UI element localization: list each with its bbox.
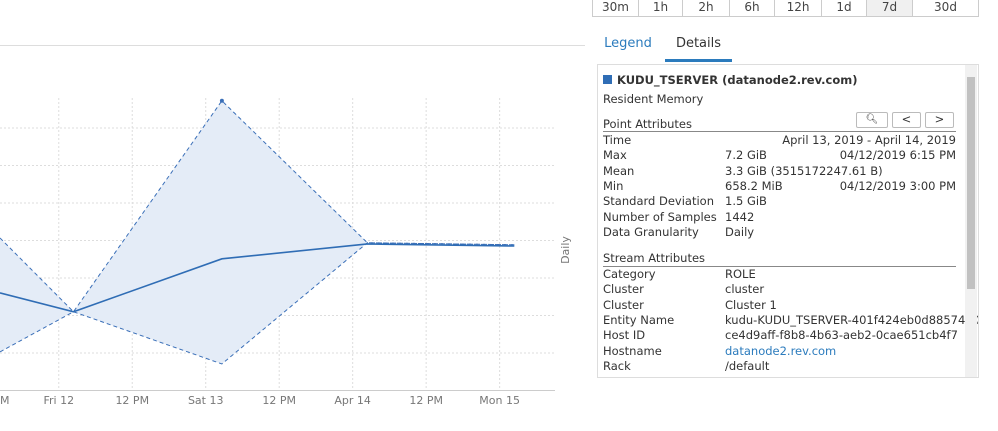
attribute-row: Cluster Cluster 1 [603, 298, 956, 313]
range-button[interactable]: 7d [866, 0, 913, 17]
range-button[interactable]: 30m [592, 0, 639, 17]
x-tick-label: Apr 14 [334, 394, 371, 407]
range-button[interactable]: 1h [638, 0, 683, 17]
y-axis-label: Daily [559, 236, 572, 264]
x-tick-label: M [0, 394, 10, 407]
section-title: Stream Attributes [603, 251, 706, 265]
attribute-row: Min 658.2 MiB 04/12/2019 3:00 PM [603, 179, 956, 194]
attr-label: Number of Samples [603, 209, 717, 224]
attr-value: /default [725, 358, 770, 373]
attribute-row: Standard Deviation 1.5 GiB [603, 194, 956, 209]
attr-value: 658.2 MiB [725, 178, 783, 193]
x-tick-label: Sat 13 [188, 394, 224, 407]
attr-label: Host ID [603, 328, 646, 343]
scrollbar-thumb[interactable] [967, 77, 975, 289]
details-panel: KUDU_TSERVER (datanode2.rev.com) Residen… [597, 64, 979, 378]
attr-label: Cluster [603, 282, 644, 297]
attr-label: Category [603, 267, 656, 281]
metric-name: Resident Memory [603, 92, 704, 106]
attr-value: kudu-KUDU_TSERVER-401f424eb0d8857460... [725, 312, 979, 327]
x-tick-label: 12 PM [262, 394, 296, 407]
attr-time: 04/12/2019 3:00 PM [839, 178, 956, 193]
divider [603, 131, 956, 132]
attribute-row: Cluster cluster [603, 282, 956, 297]
attr-time: April 13, 2019 - April 14, 2019 [782, 133, 956, 147]
attr-value: Daily [725, 224, 755, 239]
range-button[interactable]: 12h [774, 0, 822, 17]
attr-value: cluster [725, 282, 765, 297]
next-button[interactable]: > [925, 112, 954, 128]
attribute-row: Category ROLE [603, 267, 956, 282]
tab[interactable]: Legend [604, 36, 652, 51]
attribute-row: Data Granularity Daily [603, 225, 956, 240]
attr-time: 04/12/2019 6:15 PM [839, 148, 956, 163]
section-title: Point Attributes [603, 117, 692, 131]
attr-label: Rack [603, 358, 631, 373]
nav-buttons: 🔍︎ < > [856, 112, 954, 128]
attr-label: Mean [603, 163, 635, 178]
series-swatch [603, 75, 612, 84]
series-name: KUDU_TSERVER (datanode2.rev.com) [617, 73, 858, 87]
tab[interactable]: Details [665, 34, 732, 62]
attribute-row: Mean 3.3 GiB (3515172247.61 B) [603, 164, 956, 179]
attr-label: Standard Deviation [603, 194, 714, 209]
attr-label: Cluster [603, 297, 644, 312]
range-button[interactable]: 6h [729, 0, 775, 17]
attr-value: Cluster 1 [725, 297, 777, 312]
x-tick-label: 12 PM [115, 394, 149, 407]
x-tick-label: Mon 15 [479, 394, 520, 407]
attr-label: Time [603, 133, 632, 147]
attribute-row: Time April 13, 2019 - April 14, 2019 [603, 133, 956, 148]
tabs: Legend Details [593, 34, 978, 64]
series-title: KUDU_TSERVER (datanode2.rev.com) [603, 73, 857, 87]
zoom-button[interactable]: 🔍︎ [856, 112, 888, 128]
attr-value: 7.2 GiB [725, 148, 767, 163]
attribute-row: Max 7.2 GiB 04/12/2019 6:15 PM [603, 148, 956, 163]
prev-button[interactable]: < [892, 112, 921, 128]
attr-value: ROLE [725, 267, 756, 281]
attribute-row: Entity Name kudu-KUDU_TSERVER-401f424eb0d… [603, 312, 978, 328]
attr-value: datanode2.rev.com [725, 343, 837, 358]
attr-label: Entity Name [603, 312, 675, 327]
range-line [0, 242, 515, 365]
chart: Daily M Fri 12 12 PM Sat 13 12 PM Apr 14 12 PM… [0, 45, 585, 407]
attr-label: Max [603, 148, 627, 163]
attribute-row: Rack/default [603, 359, 956, 374]
range-band [0, 100, 515, 364]
range-button[interactable]: 30d [912, 0, 979, 17]
range-button[interactable]: 2h [682, 0, 730, 17]
attribute-row: Number of Samples 1442 [603, 210, 956, 225]
attr-label: Min [603, 178, 624, 193]
attribute-row: Hostname datanode2.rev.com [603, 344, 956, 359]
attr-label: Hostname [603, 343, 662, 358]
peak-marker [219, 98, 224, 103]
range-button[interactable]: 1d [821, 0, 867, 17]
attribute-row: Host ID ce4d9aff-f8b8-4b63-aeb2-0cae651cb… [603, 328, 958, 343]
divider [603, 266, 956, 267]
scrollbar[interactable] [965, 65, 977, 377]
mean-line [0, 243, 515, 313]
attr-value: 1442 [725, 209, 755, 224]
x-tick-label: Fri 12 [43, 394, 74, 407]
attr-label: Data Granularity [603, 224, 699, 239]
attr-value: ce4d9aff-f8b8-4b63-aeb2-0cae651cb4f7 [725, 328, 958, 343]
attr-value: 3.3 GiB (3515172247.61 B) [725, 163, 883, 178]
x-tick-label: 12 PM [409, 394, 443, 407]
attr-value: 1.5 GiB [725, 194, 767, 209]
time-range-bar: 30m 1h 2h 6h 12h 1d 7d 30d [592, 0, 979, 17]
